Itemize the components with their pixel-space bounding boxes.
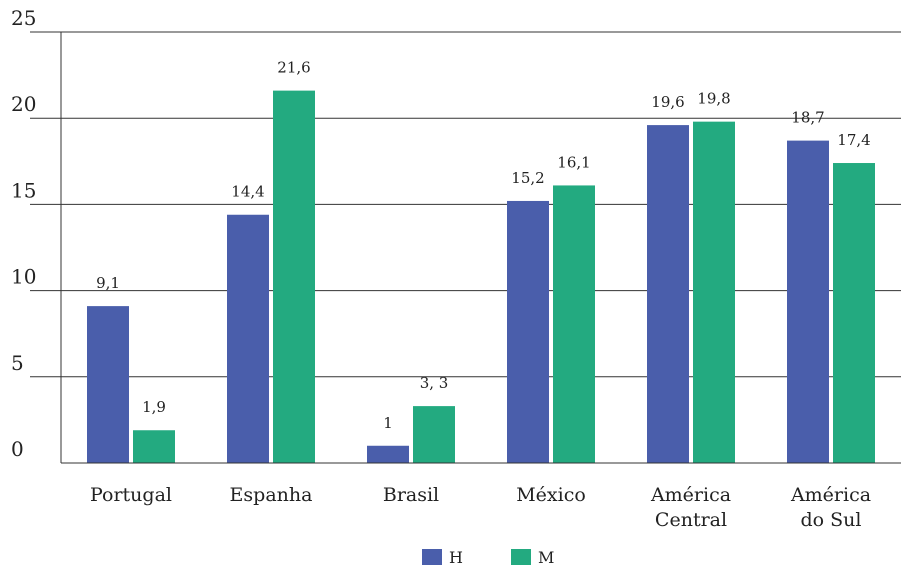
- bar-h: [87, 306, 129, 463]
- x-tick-label: Central: [655, 509, 727, 531]
- y-axis-ticks: 0 5 10 15 20 25: [11, 6, 36, 461]
- y-tick-label: 10: [11, 265, 36, 289]
- bar-m: [693, 121, 735, 463]
- bar-m: [413, 406, 455, 463]
- data-label: 1: [383, 414, 393, 432]
- data-label: 19,8: [697, 90, 730, 108]
- y-tick-label: 20: [11, 92, 36, 116]
- bar-h: [647, 125, 689, 463]
- data-labels: 9,1 1,9 14,4 21,6 1 3, 3 15,2 16,1 19,6 19,8 18,7 1…: [96, 59, 871, 432]
- legend-label: M: [538, 548, 554, 566]
- data-label: 1,9: [142, 398, 166, 416]
- x-tick-label: Espanha: [230, 484, 313, 506]
- x-tick-label: Portugal: [90, 484, 172, 506]
- x-tick-label: Brasil: [383, 484, 439, 506]
- legend-swatch-h: [422, 549, 442, 565]
- data-label: 14,4: [231, 183, 264, 201]
- data-label: 15,2: [511, 169, 544, 187]
- data-label: 17,4: [837, 131, 870, 149]
- y-tick-label: 5: [11, 351, 24, 375]
- x-tick-label: do Sul: [801, 509, 862, 531]
- y-tick-label: 0: [11, 437, 24, 461]
- y-tick-label: 25: [11, 6, 36, 30]
- bar-h: [367, 445, 409, 463]
- x-tick-label: América: [650, 484, 731, 506]
- x-tick-label: México: [516, 484, 586, 506]
- data-label: 3, 3: [420, 374, 449, 392]
- data-label: 18,7: [791, 109, 824, 127]
- data-label: 19,6: [651, 93, 684, 111]
- x-tick-label: América: [790, 484, 871, 506]
- bar-h: [507, 200, 549, 463]
- data-label: 9,1: [96, 274, 120, 292]
- bar-m: [553, 185, 595, 463]
- y-tick-label: 15: [11, 178, 36, 202]
- legend-swatch-m: [511, 549, 531, 565]
- bar-m: [273, 90, 315, 463]
- x-axis-ticks: Portugal Espanha Brasil México América Centra…: [90, 484, 871, 531]
- bar-h: [787, 140, 829, 463]
- bar-m: [133, 430, 175, 463]
- legend-label: H: [449, 548, 463, 566]
- gridlines: [30, 31, 901, 378]
- data-label: 21,6: [277, 59, 310, 77]
- bars: [87, 90, 875, 464]
- bar-m: [833, 163, 875, 464]
- axes: [60, 32, 901, 464]
- bar-h: [227, 214, 269, 463]
- data-label: 16,1: [557, 153, 590, 171]
